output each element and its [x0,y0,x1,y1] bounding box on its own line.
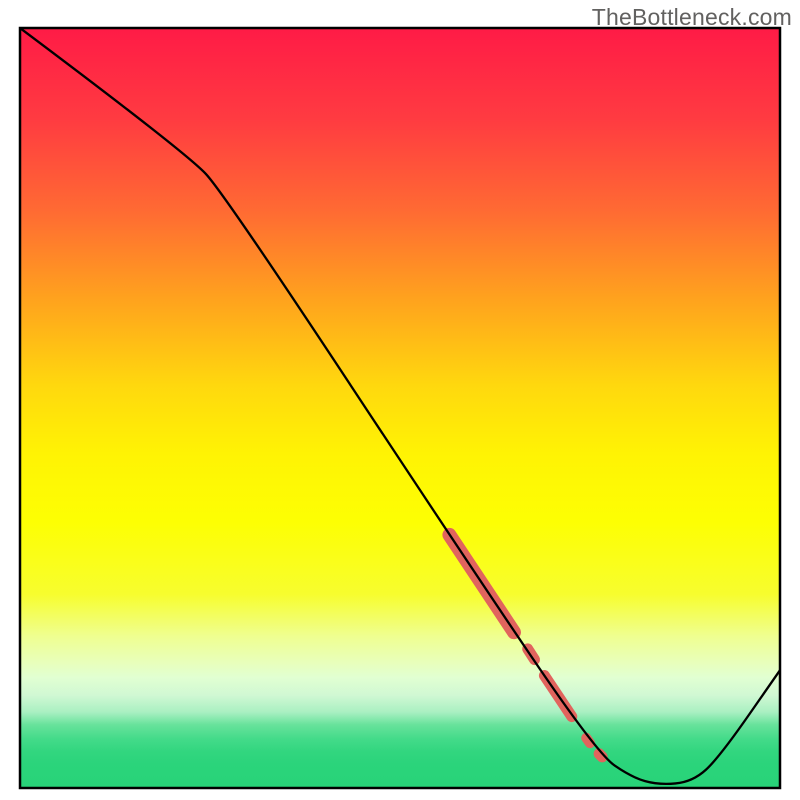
watermark-text: TheBottleneck.com [592,4,792,31]
bottleneck-chart [0,0,800,800]
plot-background [20,28,780,788]
